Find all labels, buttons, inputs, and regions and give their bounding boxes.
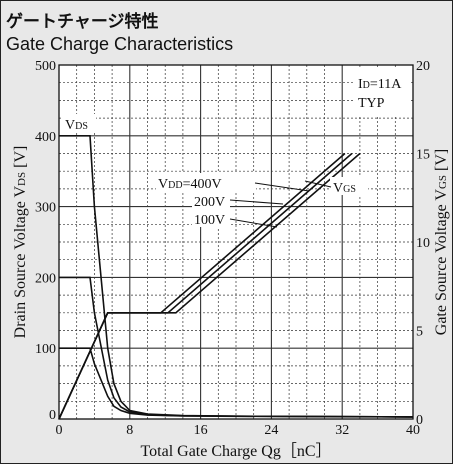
x-tick-label: 8 [126,423,133,438]
condition-id: ID=11A [358,77,402,92]
y-axis-right-label: Gate Source Voltage VGS [V] [433,149,450,335]
x-tick-label: 40 [406,423,420,438]
y-left-tick-label: 400 [35,130,56,145]
grid [59,65,413,419]
vdd100-leader [229,218,278,228]
x-axis-label: Total Gate Charge Qg［nC］ [141,442,332,460]
vds-label-bg [62,114,96,132]
y-right-tick-label: 0 [416,413,423,428]
plot-border [58,64,414,420]
vgs-label-bg [330,177,368,195]
y-left-tick-label: 0 [49,408,56,423]
vds-annotation: VDS [65,118,88,133]
y-left-tick-label: 500 [35,59,56,74]
chart-title-japanese: ゲートチャージ特性 [6,12,159,32]
vdd100-label-bg [192,209,230,227]
vdd400-annotation: VDD=400V [158,177,222,192]
y-left-tick-label: 200 [35,271,56,286]
y-right-tick-label: 5 [416,325,423,340]
y-right-tick-label: 15 [416,148,430,163]
vdd100-annotation: 100V [194,213,225,228]
vgs-leader [304,180,332,188]
vdd200-leader [229,199,284,205]
vdd400-leader [254,182,310,192]
y-right-tick-label: 20 [416,59,430,74]
y-axis-left-label: Drain Source Voltage VDS [V] [12,146,29,339]
x-tick-label: 0 [56,423,63,438]
y-left-tick-label: 100 [35,342,56,357]
y-right-tick-label: 10 [416,236,430,251]
y-left-tick-label: 300 [35,201,56,216]
chart-title-english: Gate Charge Characteristics [6,34,234,54]
series-layer [58,135,414,420]
conditions-box [353,69,411,117]
vdd400-label-bg [156,173,256,191]
condition-typ: TYP [358,96,385,111]
x-tick-label: 16 [194,423,208,438]
vdd200-label-bg [192,191,230,209]
vds-curve-100V [59,347,414,418]
x-tick-label: 32 [335,423,349,438]
vgs-curve-400V [58,152,361,420]
x-tick-label: 24 [264,423,278,438]
vgs-annotation: VGS [333,181,356,196]
vdd200-annotation: 200V [194,195,225,210]
